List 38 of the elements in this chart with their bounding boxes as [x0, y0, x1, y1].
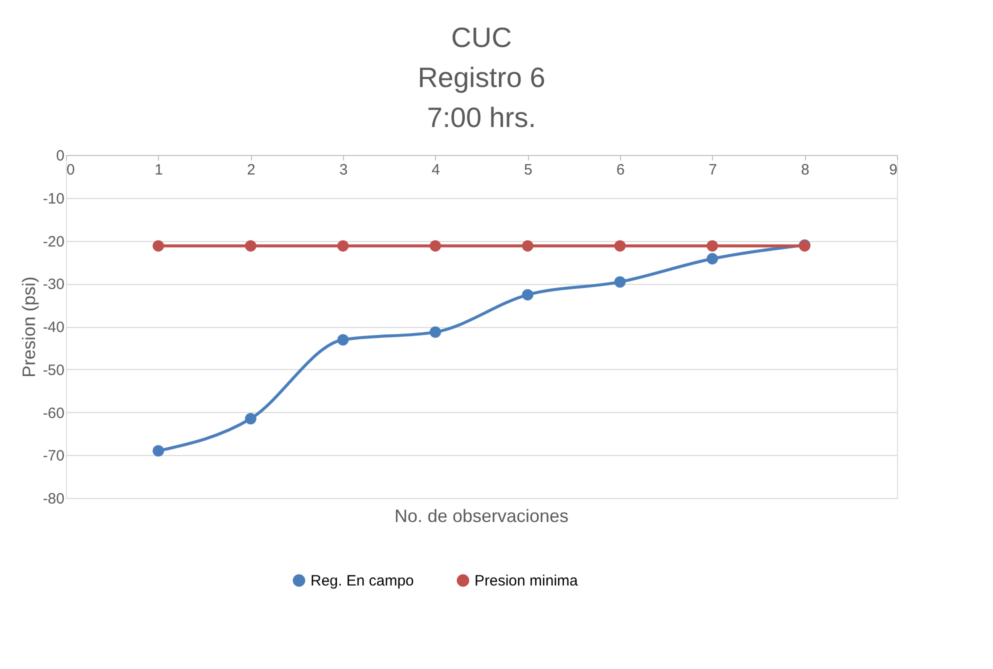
point [430, 326, 442, 338]
point [522, 240, 534, 252]
point [706, 240, 718, 252]
legend-label: Reg. En campo [310, 572, 414, 590]
point [614, 240, 626, 252]
x-tick-label: 8 [800, 162, 810, 178]
point [244, 240, 256, 252]
x-tick-label: 2 [246, 162, 256, 178]
x-axis-title: No. de observaciones [394, 506, 569, 526]
x-tick-label: 5 [524, 162, 532, 178]
point [430, 240, 442, 252]
point [337, 334, 349, 346]
point [152, 445, 164, 457]
x-tick-label: 0 [66, 162, 75, 178]
y-tick-label: -30 [42, 276, 64, 294]
y-tick-label: -20 [42, 233, 64, 250]
point [152, 240, 164, 252]
point [337, 240, 349, 252]
point [244, 412, 256, 424]
x-tick-label: 4 [432, 162, 440, 178]
x-tick-label: 7 [708, 162, 718, 178]
chart-title: CUC Registro 6 7:00 hrs. [418, 22, 546, 133]
x-tick-label: 3 [339, 162, 348, 178]
point [614, 276, 626, 288]
point [706, 253, 718, 264]
legend-label: Presion minima [474, 572, 579, 590]
x-tick-label: 9 [889, 162, 898, 178]
x-tick-label: 6 [616, 162, 625, 178]
point [522, 289, 534, 300]
y-axis-title: Presion (psi) [18, 276, 39, 378]
y-tick-label: -70 [42, 448, 64, 465]
y-tick-label: -40 [42, 319, 64, 336]
y-tick-label: -80 [42, 490, 64, 508]
y-tick-label: 0 [56, 148, 64, 164]
x-tick-label: 1 [154, 162, 164, 178]
y-tick-label: -10 [42, 190, 64, 208]
y-tick-label: -60 [42, 404, 64, 422]
y-tick-label: -50 [42, 362, 64, 379]
